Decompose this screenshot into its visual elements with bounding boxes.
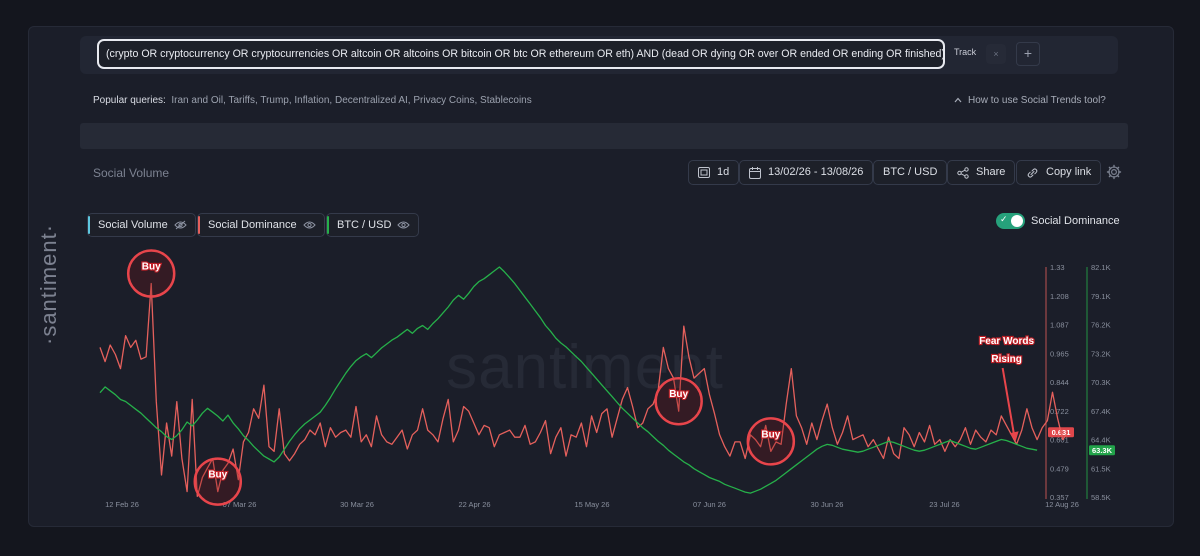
x-axis-tick-label: 30 Mar 26 bbox=[340, 500, 374, 509]
right-axis-tick-label: 79.1K bbox=[1091, 292, 1111, 301]
share-label: Share bbox=[976, 166, 1006, 178]
left-axis-tick-label: 0.479 bbox=[1050, 464, 1069, 473]
share-button[interactable]: Share bbox=[947, 160, 1016, 185]
right-axis-tick-label: 82.1K bbox=[1091, 263, 1111, 272]
x-axis-tick-label: 12 Feb 26 bbox=[105, 500, 139, 509]
toggle-label: Social Dominance bbox=[1031, 215, 1120, 227]
fear-words-arrowhead bbox=[1009, 431, 1019, 442]
toggle-knob bbox=[1011, 215, 1023, 227]
buy-marker-circle bbox=[654, 376, 703, 426]
help-link-label: How to use Social Trends tool? bbox=[968, 95, 1106, 106]
date-range-label: 13/02/26 - 13/08/26 bbox=[768, 166, 864, 178]
buy-marker-label: Buy bbox=[669, 389, 688, 400]
loading-bar bbox=[80, 123, 1128, 149]
left-axis-tick-label: 1.33 bbox=[1050, 263, 1065, 272]
social-volume-swatch bbox=[88, 216, 90, 234]
left-axis-tick-label: 1.208 bbox=[1050, 292, 1069, 301]
left-axis-tick-label: 0.357 bbox=[1050, 493, 1069, 502]
right-axis-tick-label: 70.3K bbox=[1091, 378, 1111, 387]
plus-icon: + bbox=[1023, 45, 1033, 61]
x-axis-tick-label: 15 May 26 bbox=[574, 500, 609, 509]
track-button[interactable]: Track bbox=[954, 47, 977, 57]
right-axis-tick-label: 67.4K bbox=[1091, 407, 1111, 416]
x-axis-tick-label: 07 Mar 26 bbox=[223, 500, 257, 509]
legend-btc-usd-label: BTC / USD bbox=[337, 219, 392, 231]
buy-marker-circle bbox=[126, 249, 176, 298]
fear-words-arrow bbox=[1001, 367, 1016, 439]
btc-usd-line bbox=[99, 266, 1038, 494]
legend-social-volume[interactable]: Social Volume bbox=[87, 213, 196, 237]
right-axis-tick-label: 64.4K bbox=[1091, 436, 1111, 445]
close-icon: × bbox=[993, 49, 999, 59]
chart-axes: 1.33 1.208 1.087 0.965 0.844 0.722 0.601 0.479 0… bbox=[105, 263, 1115, 509]
chart-annotations: Buy Buy Buy Buy Fear Words Rising bbox=[126, 249, 1036, 506]
social-dominance-swatch bbox=[198, 216, 200, 234]
share-icon bbox=[957, 166, 969, 179]
x-axis-tick-label: 30 Jun 26 bbox=[811, 500, 844, 509]
left-axis-tick-label: 0.844 bbox=[1050, 378, 1069, 387]
fear-words-label: Rising bbox=[991, 354, 1022, 365]
watermark: santiment bbox=[446, 333, 724, 402]
social-dominance-line bbox=[99, 282, 1069, 497]
search-query-input[interactable]: (crypto OR cryptocurrency OR cryptocurre… bbox=[97, 39, 945, 69]
buy-marker-label: Buy bbox=[142, 262, 161, 273]
legend-social-dominance-label: Social Dominance bbox=[208, 219, 297, 231]
popular-queries-list[interactable]: Iran and Oil, Tariffs, Trump, Inflation,… bbox=[171, 95, 532, 106]
legend-btc-usd[interactable]: BTC / USD bbox=[326, 213, 420, 237]
x-axis-tick-label: 23 Jul 26 bbox=[929, 500, 959, 509]
right-axis-tick-label: 76.2K bbox=[1091, 321, 1111, 330]
eye-icon[interactable] bbox=[397, 220, 411, 230]
left-axis-tick-label: 0.722 bbox=[1050, 407, 1069, 416]
interval-button[interactable]: 1d bbox=[688, 160, 740, 185]
chart-lines bbox=[99, 266, 1069, 497]
calendar-interval-icon bbox=[698, 167, 710, 178]
link-icon bbox=[1027, 168, 1038, 177]
right-axis-tick-label: 58.5K bbox=[1091, 493, 1111, 502]
popular-queries: Popular queries: Iran and Oil, Tariffs, … bbox=[93, 95, 532, 106]
left-axis-tick-label: 0.601 bbox=[1050, 436, 1069, 445]
help-link[interactable]: How to use Social Trends tool? bbox=[954, 95, 1106, 106]
fear-words-label: Fear Words bbox=[979, 336, 1034, 347]
eye-off-icon[interactable] bbox=[174, 220, 187, 230]
x-axis-tick-label: 12 Aug 26 bbox=[1045, 500, 1079, 509]
right-axis-tick-label: 73.2K bbox=[1091, 349, 1111, 358]
right-axis-tick-label: 61.5K bbox=[1091, 464, 1111, 473]
calendar-icon bbox=[749, 166, 761, 179]
social-dominance-toggle[interactable]: ✓ bbox=[996, 213, 1025, 229]
x-axis-tick-label: 07 Jun 26 bbox=[693, 500, 726, 509]
buy-marker-label: Buy bbox=[208, 470, 227, 481]
left-axis-tick-label: 1.087 bbox=[1050, 321, 1069, 330]
buy-marker-circle bbox=[746, 417, 796, 466]
interval-label: 1d bbox=[717, 166, 730, 178]
chevron-up-icon bbox=[954, 95, 962, 106]
legend-social-dominance[interactable]: Social Dominance bbox=[197, 213, 325, 237]
legend-social-volume-label: Social Volume bbox=[98, 219, 168, 231]
pair-selector[interactable]: BTC / USD bbox=[873, 160, 948, 185]
add-query-button[interactable]: + bbox=[1016, 42, 1040, 66]
btc-usd-swatch bbox=[327, 216, 329, 234]
trends-panel bbox=[28, 26, 1174, 527]
buy-marker-circle bbox=[193, 457, 243, 506]
gear-icon[interactable] bbox=[1106, 164, 1122, 180]
right-current-value: 63.3K bbox=[1092, 446, 1113, 455]
copy-link-label: Copy link bbox=[1046, 166, 1092, 178]
buy-marker-label: Buy bbox=[761, 429, 780, 440]
left-axis-tick-label: 0.965 bbox=[1050, 349, 1069, 358]
popular-queries-label: Popular queries: bbox=[93, 95, 166, 106]
check-icon: ✓ bbox=[1000, 214, 1008, 224]
right-current-badge bbox=[1089, 445, 1115, 456]
clear-query-button[interactable]: × bbox=[986, 44, 1006, 64]
date-range-button[interactable]: 13/02/26 - 13/08/26 bbox=[739, 160, 874, 185]
x-axis-tick-label: 22 Apr 26 bbox=[458, 500, 490, 509]
panel-title: Social Volume bbox=[93, 166, 170, 180]
pair-label: BTC / USD bbox=[883, 166, 938, 178]
eye-icon[interactable] bbox=[302, 220, 316, 230]
copy-link-button[interactable]: Copy link bbox=[1016, 160, 1102, 185]
